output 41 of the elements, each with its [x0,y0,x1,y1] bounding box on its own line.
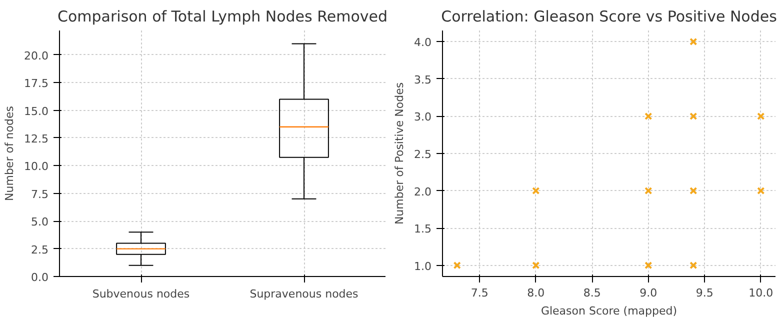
point [453,261,461,270]
point [644,112,652,120]
point [690,38,698,46]
y-tick-label: 0.0 [31,271,49,284]
y-tick-label: 7.5 [31,188,49,201]
x-tick-label: Subvenous nodes [92,288,190,300]
y-axis-title: Number of nodes [3,106,16,201]
x-tick-label: 10.0 [748,286,774,300]
x-tick-label: 9.5 [696,286,714,300]
x-tick-label: 8.5 [583,286,601,300]
y-tick-label: 3.0 [414,110,432,124]
point [757,112,765,120]
y-tick-label: 17.5 [24,77,49,90]
y-tick-label: 12.5 [24,132,49,146]
y-tick-label: 10.0 [24,160,49,174]
point [644,261,652,270]
point [644,186,652,195]
y-tick-label: 4.0 [414,36,432,50]
y-tick-label: 2.5 [414,148,432,161]
chart-title: Comparison of Total Lymph Nodes Removed [58,8,388,26]
x-axis-title: Gleason Score (mapped) [540,304,678,318]
x-tick-label: 8.0 [527,286,545,300]
point [532,186,540,195]
y-axis-title: Number of Positive Nodes [393,82,406,225]
point [690,261,698,270]
point [532,261,540,270]
y-tick-label: 3.5 [414,73,432,86]
x-tick-label: 7.5 [470,286,488,300]
y-tick-label: 15.0 [24,104,49,118]
chart-title: Correlation: Gleason Score vs Positive Nodes [441,8,778,26]
y-tick-label: 2.5 [31,243,49,256]
x-tick-label: Supravenous nodes [250,288,359,300]
y-tick-label: 1.0 [414,260,432,273]
y-tick-label: 1.5 [414,222,432,236]
point [690,186,698,195]
point [690,112,698,120]
y-tick-label: 5.0 [31,216,49,229]
point [757,186,765,195]
y-tick-label: 20.0 [24,49,49,62]
x-tick-label: 9.0 [640,286,658,300]
y-tick-label: 2.0 [414,185,432,198]
